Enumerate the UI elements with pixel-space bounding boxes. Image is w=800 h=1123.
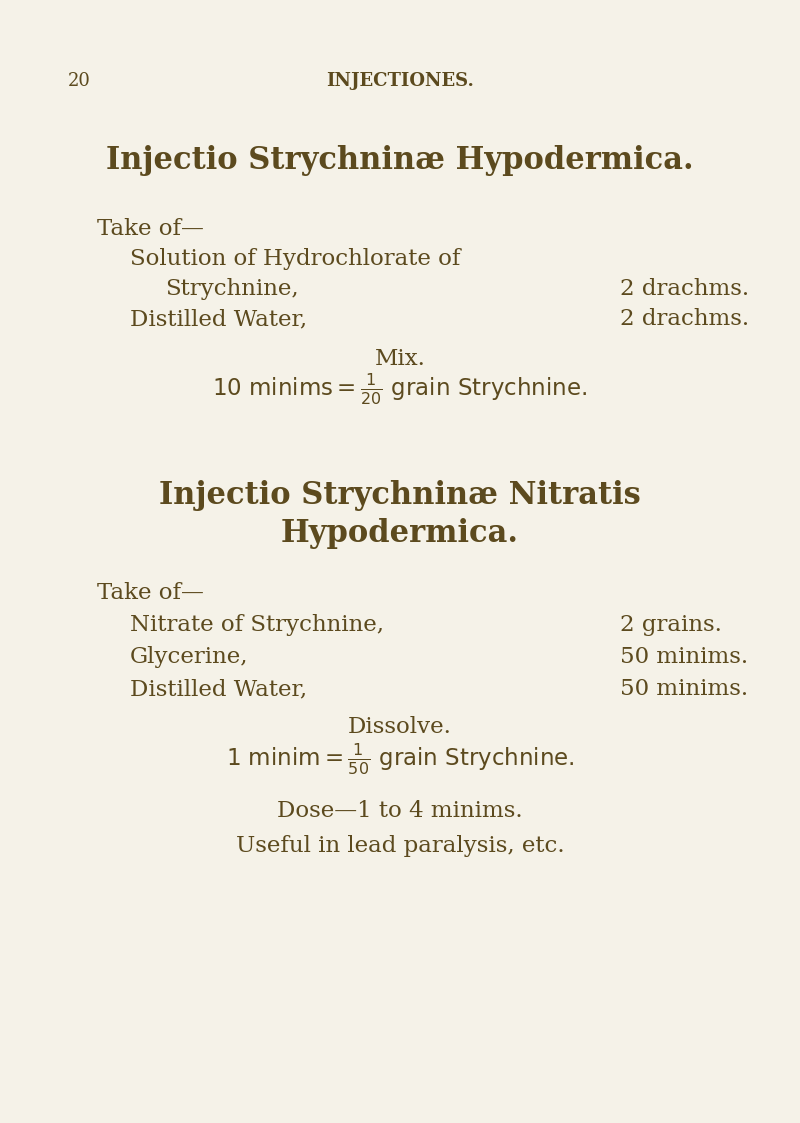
Text: Take of—: Take of— [97, 218, 204, 240]
Text: Distilled Water,: Distilled Water, [130, 678, 307, 700]
Text: Distilled Water,: Distilled Water, [130, 308, 307, 330]
Text: Mix.: Mix. [374, 348, 426, 369]
Text: Injectio Strychninæ Nitratis: Injectio Strychninæ Nitratis [159, 480, 641, 511]
Text: Solution of Hydrochlorate of: Solution of Hydrochlorate of [130, 248, 460, 270]
Text: Hypodermica.: Hypodermica. [281, 518, 519, 549]
Text: 20: 20 [68, 72, 91, 90]
Text: Dose—1 to 4 minims.: Dose—1 to 4 minims. [277, 800, 523, 822]
Text: Glycerine,: Glycerine, [130, 646, 249, 668]
Text: 2 drachms.: 2 drachms. [620, 308, 749, 330]
Text: Injectio Strychninæ Hypodermica.: Injectio Strychninæ Hypodermica. [106, 145, 694, 176]
Text: Useful in lead paralysis, etc.: Useful in lead paralysis, etc. [236, 836, 564, 857]
Text: 50 minims.: 50 minims. [620, 646, 748, 668]
Text: INJECTIONES.: INJECTIONES. [326, 72, 474, 90]
Text: 50 minims.: 50 minims. [620, 678, 748, 700]
Text: Take of—: Take of— [97, 582, 204, 604]
Text: Nitrate of Strychnine,: Nitrate of Strychnine, [130, 614, 384, 636]
Text: $\mathregular{1\ minim} = \frac{1}{50}\ \mathregular{grain\ Strychnine.}$: $\mathregular{1\ minim} = \frac{1}{50}\ … [226, 742, 574, 777]
Text: Dissolve.: Dissolve. [348, 716, 452, 738]
Text: 2 grains.: 2 grains. [620, 614, 722, 636]
Text: 2 drachms.: 2 drachms. [620, 279, 749, 300]
Text: $\mathregular{10\ minims} = \frac{1}{20}\ \mathregular{grain\ Strychnine.}$: $\mathregular{10\ minims} = \frac{1}{20}… [213, 372, 587, 408]
Text: Strychnine,: Strychnine, [165, 279, 298, 300]
